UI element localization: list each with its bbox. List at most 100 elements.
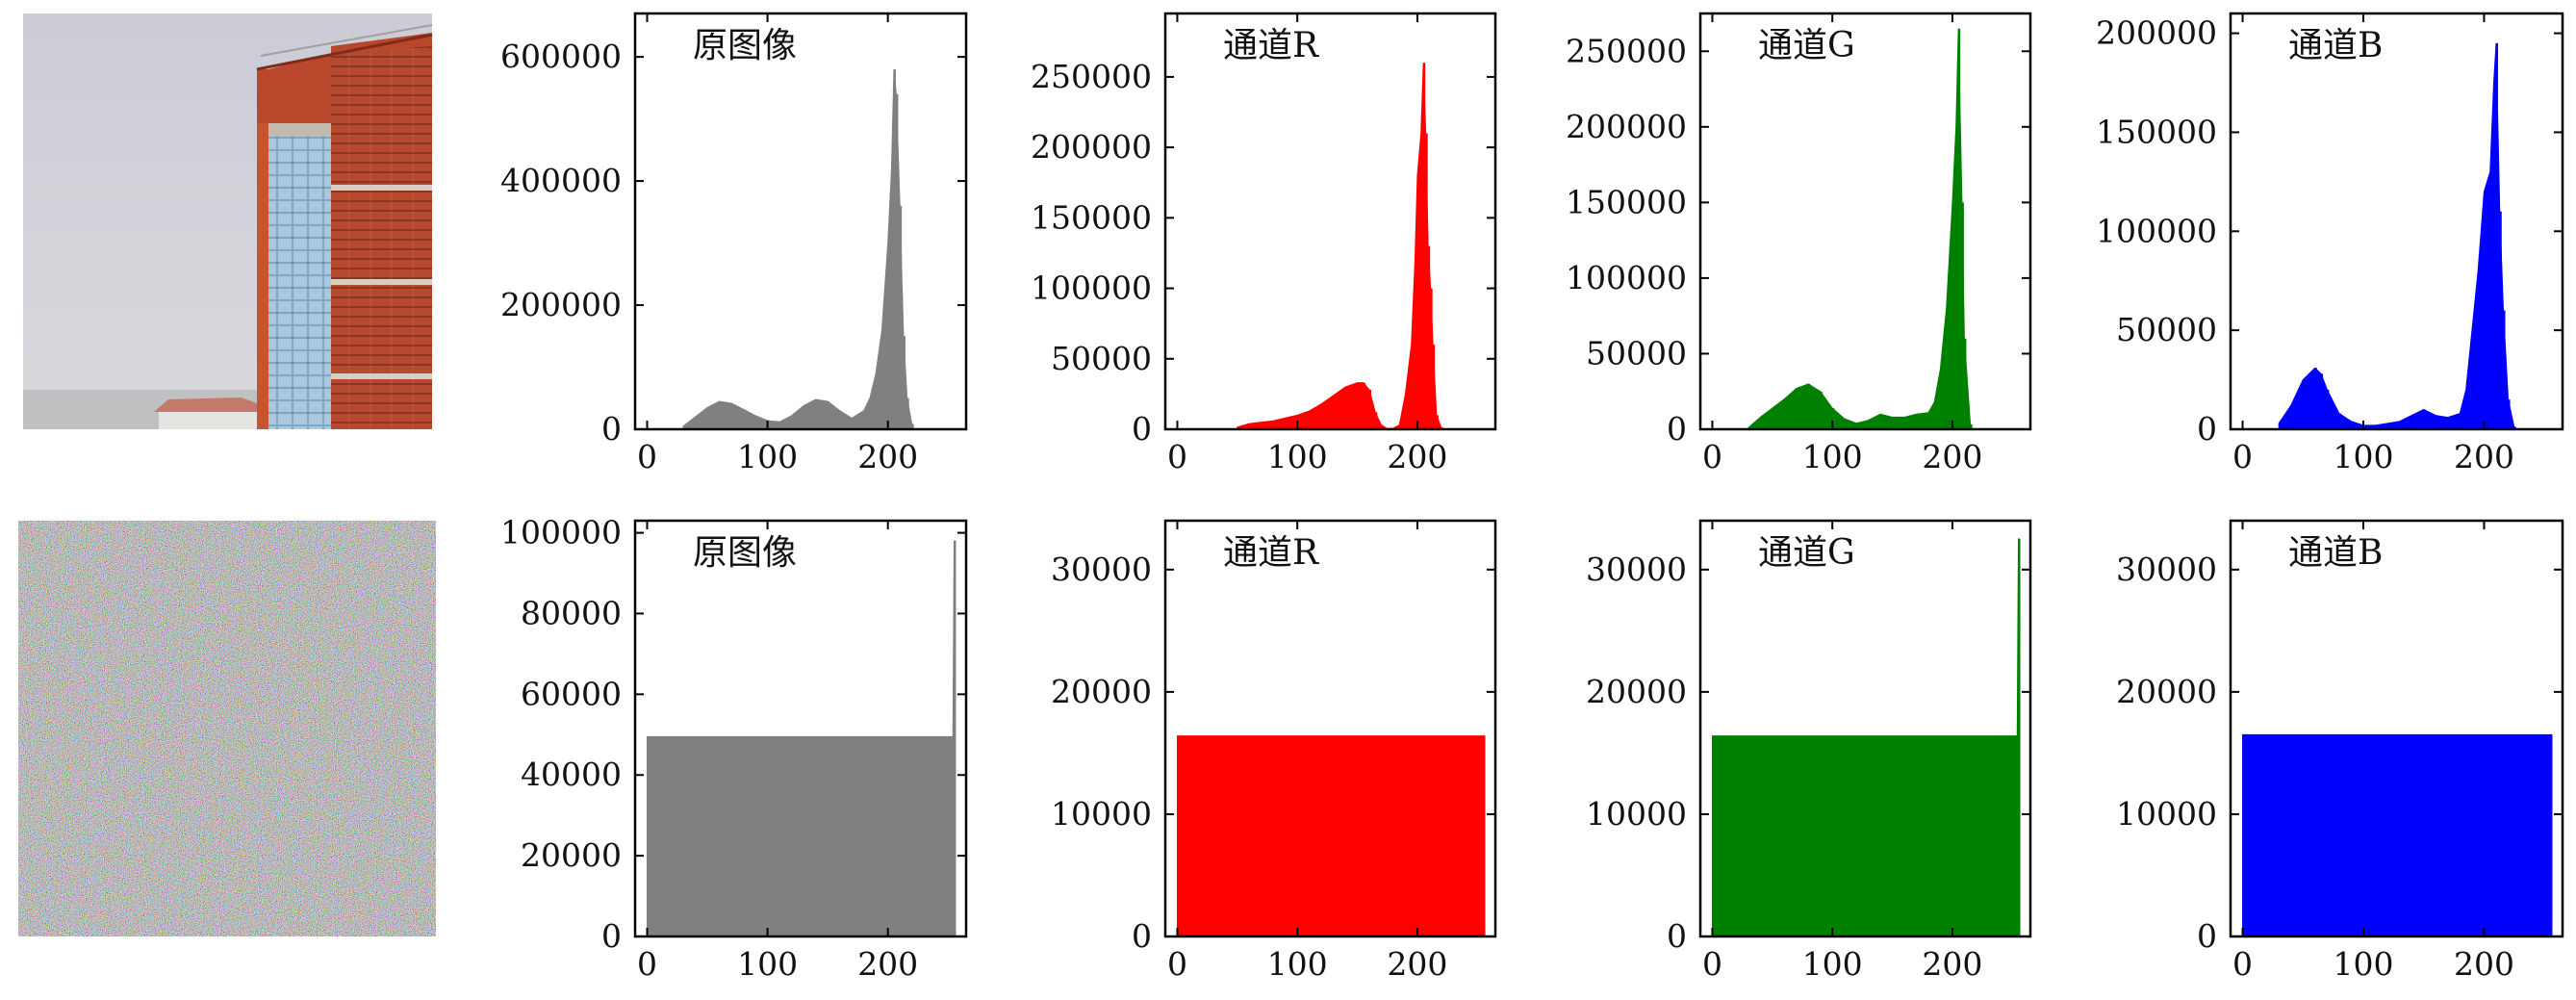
histogram-bar <box>2460 413 2462 429</box>
panel-title: 通道B <box>2288 26 2383 65</box>
histogram-bar <box>791 415 794 429</box>
histogram-bar <box>1940 369 1943 429</box>
histogram-panel: 0 10000 20000 30000 0 100 200 通道G <box>1586 519 2032 983</box>
histogram-bar <box>2399 421 2402 429</box>
histogram-bar <box>1946 308 1949 429</box>
histogram-bar <box>2508 399 2511 429</box>
histogram-bar <box>1712 735 1715 936</box>
histogram-bar <box>1958 28 1961 429</box>
histogram-bar <box>1961 202 1964 429</box>
histogram-bar <box>1363 382 1365 429</box>
histogram-bar <box>1399 424 1402 429</box>
y-tick-label: 0 <box>1132 917 1152 955</box>
histogram-bar <box>767 420 770 429</box>
panel-title: 通道B <box>2288 533 2383 573</box>
histogram-bar <box>2375 424 2378 429</box>
histogram-bar <box>1420 133 1423 429</box>
panel-title: 通道G <box>1758 26 1855 65</box>
y-tick-label: 0 <box>1667 917 1687 955</box>
x-tick-label: 0 <box>2232 945 2253 983</box>
histogram-bar <box>1970 424 1973 429</box>
y-tick-label: 20000 <box>2116 673 2217 710</box>
histogram-bar <box>2484 192 2487 429</box>
panel-title: 通道G <box>1758 533 1855 573</box>
histogram-bar <box>869 397 872 429</box>
histogram-area <box>1176 735 1486 937</box>
histogram-bar <box>719 400 722 429</box>
histogram-bar <box>2465 389 2468 429</box>
histogram-bar <box>2303 379 2306 429</box>
histogram-bar <box>2242 734 2245 936</box>
histogram-bar <box>683 425 686 429</box>
encrypted-noise-image <box>18 521 436 936</box>
histogram-panel: 0 50000 100000 150000 200000 250000 0 100 200 通道R <box>1031 12 1497 475</box>
y-tick-label: 0 <box>601 917 622 955</box>
y-tick-label: 0 <box>601 410 622 448</box>
histogram-bar <box>755 415 758 429</box>
y-tick-label: 30000 <box>1051 551 1152 588</box>
axes-frame <box>2229 519 2564 938</box>
histogram-bar <box>1381 424 1384 429</box>
histogram-panel: 0 50000 100000 150000 200000 0 100 200 通道B <box>2096 12 2564 475</box>
histogram-bar <box>2387 423 2390 429</box>
histogram-bar <box>876 372 879 429</box>
histogram-bar <box>1772 408 1774 429</box>
y-tick-label: 250000 <box>1566 32 1687 69</box>
histogram-bar <box>1249 423 1252 429</box>
histogram-bar <box>1904 417 1907 429</box>
histogram-bar <box>2411 415 2414 429</box>
histogram-bar <box>887 243 890 429</box>
histogram-bar <box>2338 413 2341 429</box>
histogram-bar <box>1856 423 1859 429</box>
histogram-bar <box>1423 63 1426 429</box>
histogram-panel: 0 20000 40000 60000 80000 100000 0 100 200 原图像 <box>500 514 968 983</box>
axes-frame <box>633 519 968 938</box>
histogram-bar <box>1808 383 1811 429</box>
y-tick-label: 80000 <box>521 594 622 631</box>
histogram-bar <box>815 399 818 429</box>
histogram-bar <box>1321 403 1324 429</box>
y-tick-label: 200000 <box>500 286 622 323</box>
histogram-bar <box>1411 345 1414 429</box>
histogram-panel: 0 50000 100000 150000 200000 250000 0 100 200 通道G <box>1566 12 2032 475</box>
histogram-bar <box>1309 410 1312 429</box>
histogram-bar <box>695 417 698 429</box>
histogram-bar <box>2363 424 2366 429</box>
y-tick-label: 600000 <box>500 38 622 75</box>
histogram-area <box>647 540 956 937</box>
axes-frame <box>2229 12 2564 431</box>
histogram-bar <box>1425 133 1428 429</box>
y-tick-label: 250000 <box>1031 58 1152 95</box>
histogram-bar <box>1880 414 1883 429</box>
histogram-bar <box>2489 171 2492 430</box>
histogram-bar <box>1415 260 1417 429</box>
x-tick-label: 200 <box>1387 438 1447 475</box>
histogram-bar <box>2314 368 2317 429</box>
x-tick-label: 100 <box>737 945 798 983</box>
x-tick-label: 0 <box>637 438 657 475</box>
histogram-bar <box>2447 417 2450 429</box>
histogram-bar <box>1273 421 1276 429</box>
histogram-bar <box>1832 408 1835 429</box>
y-tick-label: 100000 <box>1031 269 1152 307</box>
histogram-bar <box>1345 387 1348 429</box>
y-tick-label: 60000 <box>521 675 622 712</box>
x-tick-label: 100 <box>1802 945 1863 983</box>
histogram-bar <box>1375 412 1378 429</box>
histogram-bar <box>779 422 782 429</box>
axes-frame <box>1698 12 2032 431</box>
histogram-bar <box>2423 409 2426 429</box>
panel-title: 通道R <box>1223 26 1319 65</box>
histogram-bar <box>2499 211 2502 429</box>
histogram-bar <box>1416 175 1419 429</box>
y-tick-label: 150000 <box>1566 183 1687 220</box>
histogram-bar <box>1369 389 1372 429</box>
axes-frame <box>1163 12 1497 431</box>
panel-title: 原图像 <box>693 533 797 573</box>
x-tick-label: 100 <box>1267 438 1328 475</box>
histogram-bar <box>2279 423 2282 429</box>
x-tick-label: 0 <box>1702 438 1722 475</box>
y-tick-label: 200000 <box>2096 14 2217 52</box>
y-tick-label: 30000 <box>2116 551 2217 588</box>
